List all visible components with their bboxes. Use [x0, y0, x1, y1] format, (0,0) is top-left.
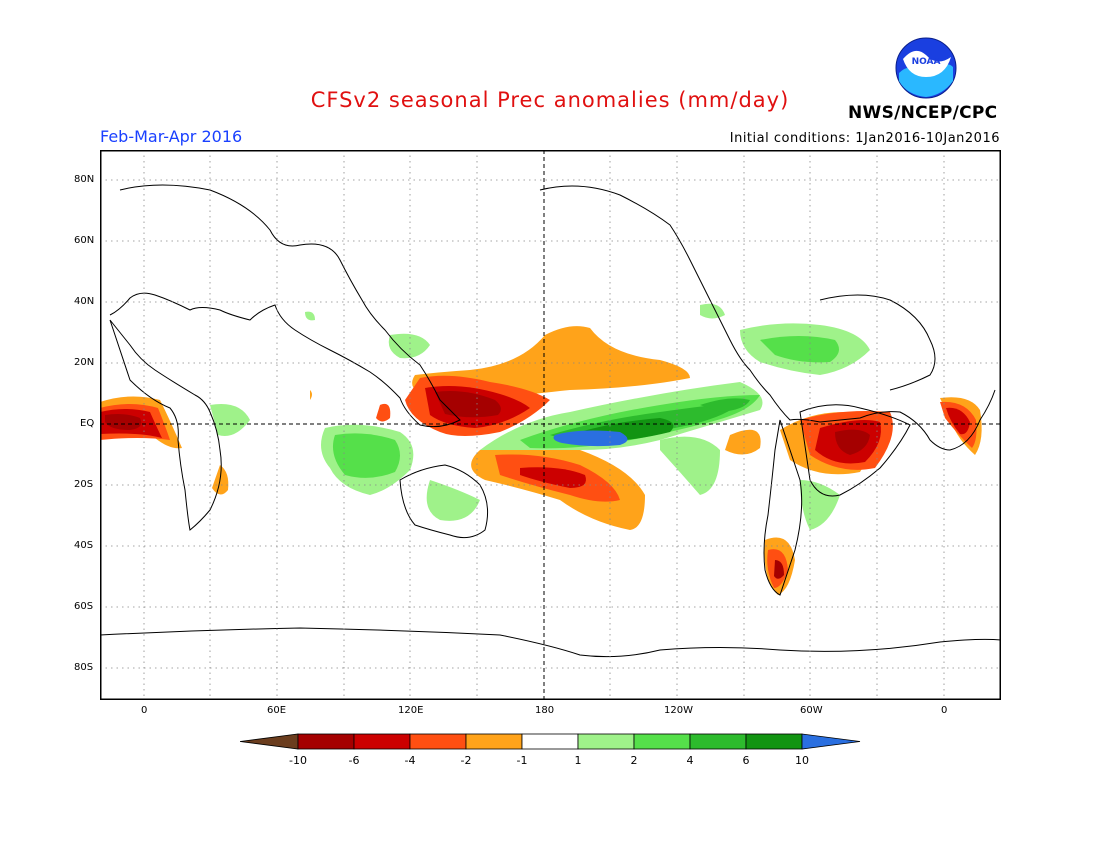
colorbar-label-0: -10	[289, 754, 307, 767]
forecast-period: Feb-Mar-Apr 2016	[100, 127, 243, 146]
precip-anomaly-map	[100, 150, 1001, 700]
colorbar-swatch-2	[353, 733, 411, 750]
lat-label-40s: 40S	[74, 540, 94, 551]
lat-label-40n: 40N	[74, 296, 95, 307]
colorbar-label-3: -2	[461, 754, 472, 767]
gridlines	[100, 150, 1001, 700]
lat-label-60n: 60N	[74, 235, 95, 246]
colorbar: -10 -6 -4 -2 -1 1 2 4 6 10	[240, 733, 861, 767]
map-frame	[100, 150, 1001, 700]
colorbar-label-2: -4	[405, 754, 416, 767]
anomaly-blue	[553, 430, 628, 447]
title-text: CFSv2 seasonal Prec anomalies (mm/day)	[310, 88, 790, 112]
lat-label-20s: 20S	[74, 479, 94, 490]
equator-dateline	[100, 150, 1001, 700]
noaa-logo: NOAA	[895, 37, 957, 99]
lon-label-60e: 60E	[267, 705, 287, 716]
colorbar-swatch-0	[240, 733, 299, 750]
lon-label-120e: 120E	[398, 705, 424, 716]
lon-label-0-right: 0	[941, 705, 948, 716]
lon-label-180: 180	[535, 705, 555, 716]
colorbar-label-7: 4	[687, 754, 694, 767]
colorbar-label-1: -6	[349, 754, 360, 767]
colorbar-swatch-3	[409, 733, 467, 750]
anomaly-light-green	[210, 303, 870, 530]
coastlines	[100, 184, 1001, 658]
lon-label-0-left: 0	[141, 705, 148, 716]
lat-label-20n: 20N	[74, 357, 95, 368]
colorbar-label-8: 6	[743, 754, 750, 767]
colorbar-swatch-6	[577, 733, 635, 750]
colorbar-label-5: 1	[575, 754, 582, 767]
anomaly-dark-red	[105, 391, 870, 579]
lat-label-60s: 60S	[74, 601, 94, 612]
colorbar-swatch-7	[633, 733, 691, 750]
lat-label-eq: EQ	[80, 418, 95, 429]
lat-label-80n: 80N	[74, 174, 95, 185]
colorbar-swatch-4	[465, 733, 523, 750]
colorbar-swatch-10	[801, 733, 861, 750]
initial-conditions: Initial conditions: 1Jan2016-10Jan2016	[729, 131, 1000, 146]
chart-title: CFSv2 seasonal Prec anomalies (mm/day)	[0, 88, 1100, 112]
agency-label: NWS/NCEP/CPC	[848, 103, 998, 123]
logo-text: NOAA	[912, 57, 941, 67]
colorbar-swatch-9	[745, 733, 803, 750]
colorbar-label-4: -1	[517, 754, 528, 767]
colorbar-swatch-5	[521, 733, 579, 750]
colorbar-swatch-1	[297, 733, 355, 750]
colorbar-swatch-8	[689, 733, 747, 750]
lon-label-120w: 120W	[664, 705, 693, 716]
colorbar-label-9: 10	[795, 754, 809, 767]
lat-label-80s: 80S	[74, 662, 94, 673]
lon-label-60w: 60W	[800, 705, 823, 716]
colorbar-label-6: 2	[631, 754, 638, 767]
